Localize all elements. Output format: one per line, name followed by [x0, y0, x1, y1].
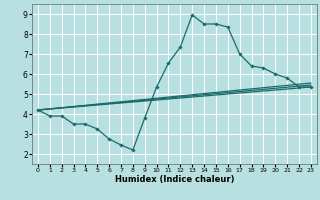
X-axis label: Humidex (Indice chaleur): Humidex (Indice chaleur) [115, 175, 234, 184]
